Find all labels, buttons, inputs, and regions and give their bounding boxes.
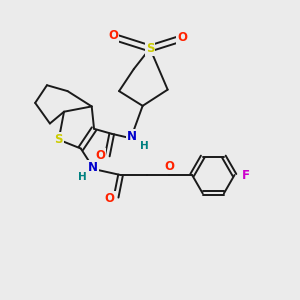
Text: O: O bbox=[95, 149, 105, 162]
Text: H: H bbox=[140, 141, 148, 151]
Text: O: O bbox=[105, 192, 115, 205]
Text: O: O bbox=[108, 29, 118, 42]
Text: S: S bbox=[146, 42, 154, 55]
Text: O: O bbox=[177, 31, 188, 44]
Text: N: N bbox=[127, 130, 137, 143]
Text: S: S bbox=[55, 133, 63, 146]
Text: N: N bbox=[88, 161, 98, 174]
Text: F: F bbox=[242, 169, 250, 182]
Text: O: O bbox=[164, 160, 174, 173]
Text: H: H bbox=[78, 172, 87, 182]
